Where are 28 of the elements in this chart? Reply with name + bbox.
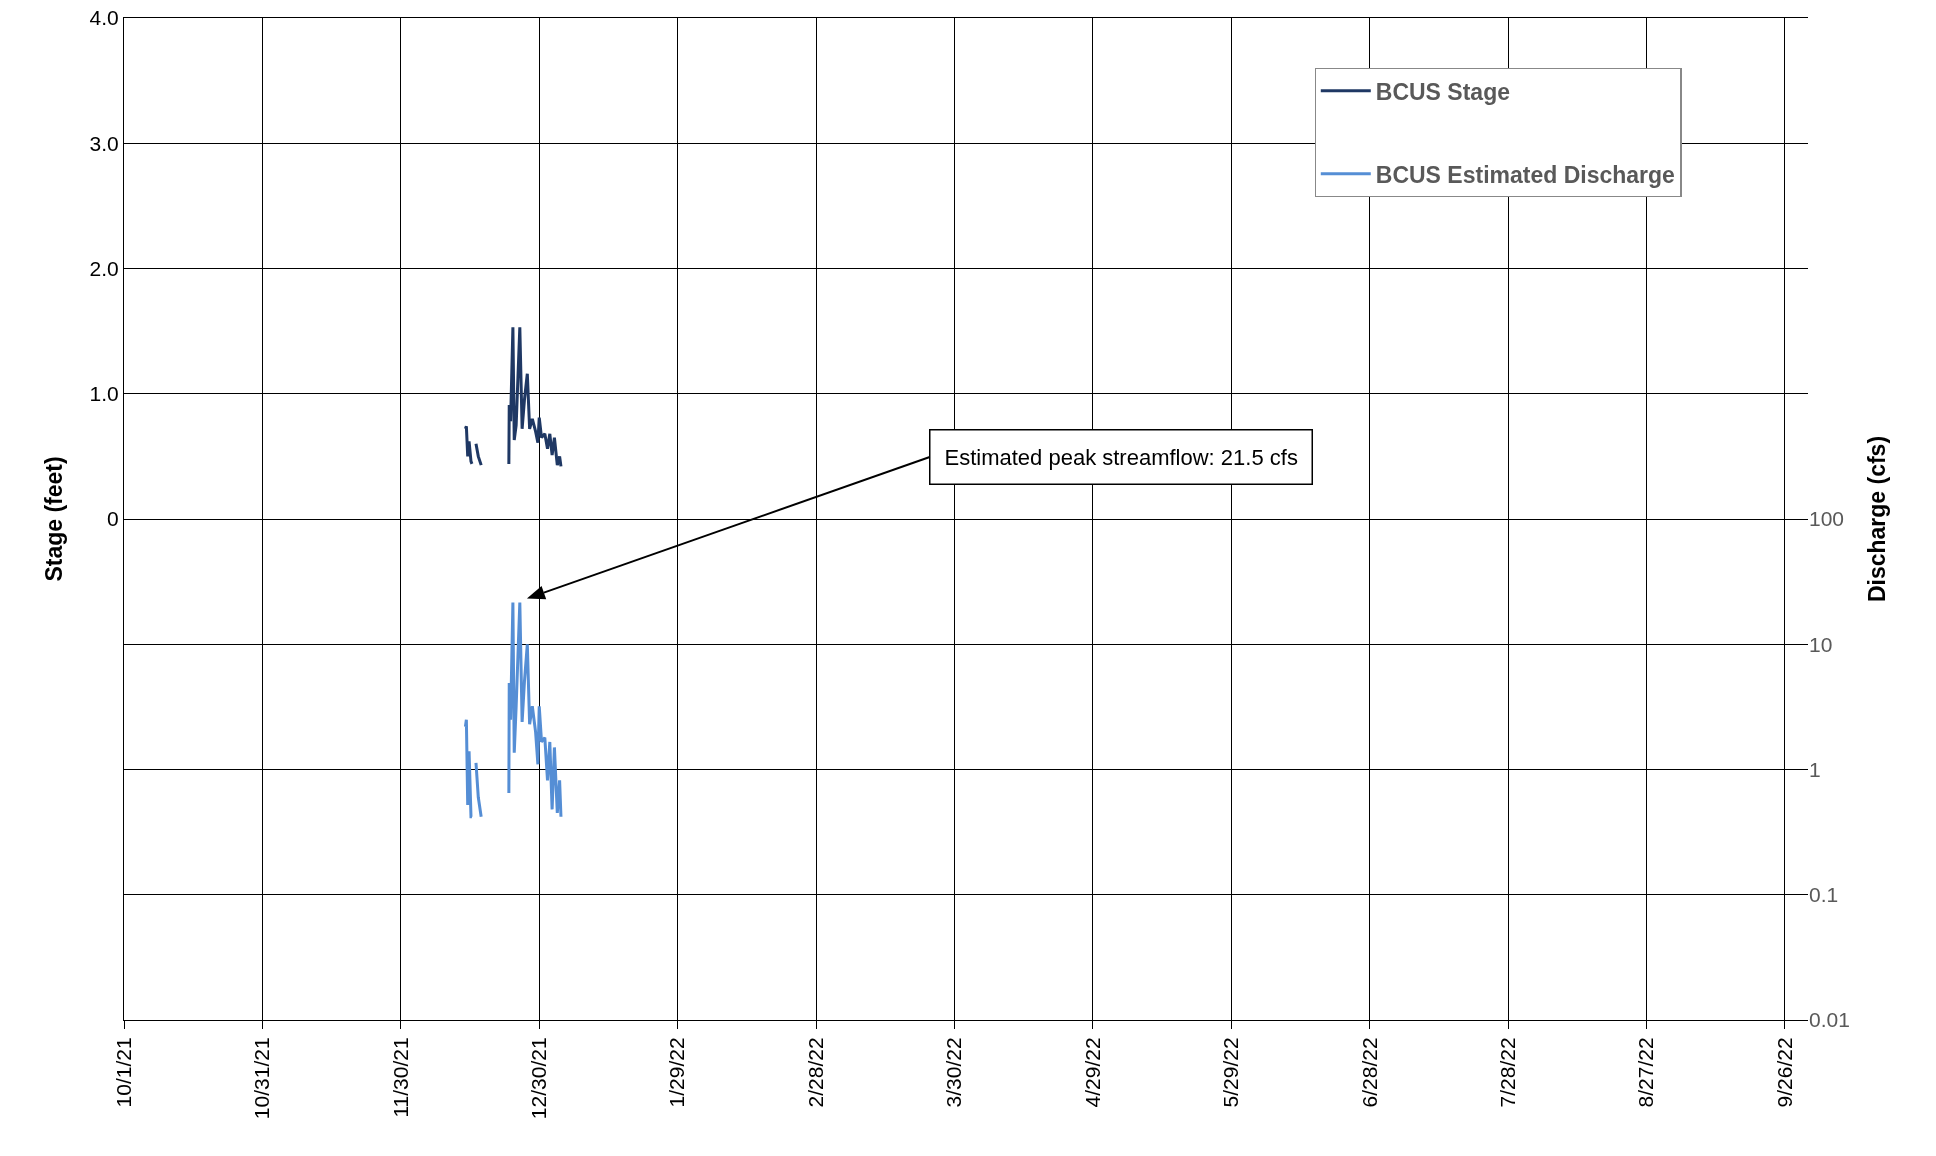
legend-label: BCUS Estimated Discharge (1375, 161, 1675, 188)
x-tick-label: 1/29/22 (665, 1037, 689, 1108)
x-tick-label: 9/26/22 (1772, 1037, 1796, 1108)
x-tick-label: 7/28/22 (1495, 1037, 1519, 1108)
x-tick-label: 4/29/22 (1080, 1037, 1104, 1108)
y2-tick-label: 0.01 (1809, 1008, 1850, 1032)
x-tick-label: 3/30/22 (942, 1037, 966, 1108)
y-tick-label: 0 (107, 507, 119, 531)
y2-tick-label: 0.1 (1809, 883, 1839, 907)
legend-label: BCUS Stage (1375, 78, 1510, 105)
x-tick-label: 10/1/21 (111, 1037, 135, 1108)
x-tick-label: 5/29/22 (1219, 1037, 1243, 1108)
x-tick-label: 10/31/21 (250, 1037, 274, 1120)
y2-tick-label: 1 (1809, 757, 1821, 781)
y-axis-title: Stage (feet) (41, 456, 68, 582)
x-tick-label: 12/30/21 (527, 1037, 551, 1120)
y-tick-label: 2.0 (89, 256, 119, 280)
y2-tick-label: 100 (1809, 507, 1845, 531)
x-tick-label: 11/30/21 (388, 1037, 412, 1118)
y2-axis-title: Discharge (cfs) (1864, 435, 1891, 603)
annotation: Estimated peak streamflow: 21.5 cfs (944, 444, 1298, 470)
x-tick-label: 2/28/22 (803, 1037, 827, 1108)
y-tick-label: 1.0 (89, 382, 119, 406)
y-tick-label: 4.0 (89, 6, 119, 30)
x-tick-label: 6/28/22 (1357, 1037, 1381, 1108)
x-tick-label: 8/27/22 (1634, 1037, 1658, 1108)
y-tick-label: 3.0 (89, 131, 119, 155)
y2-tick-label: 10 (1809, 632, 1833, 656)
